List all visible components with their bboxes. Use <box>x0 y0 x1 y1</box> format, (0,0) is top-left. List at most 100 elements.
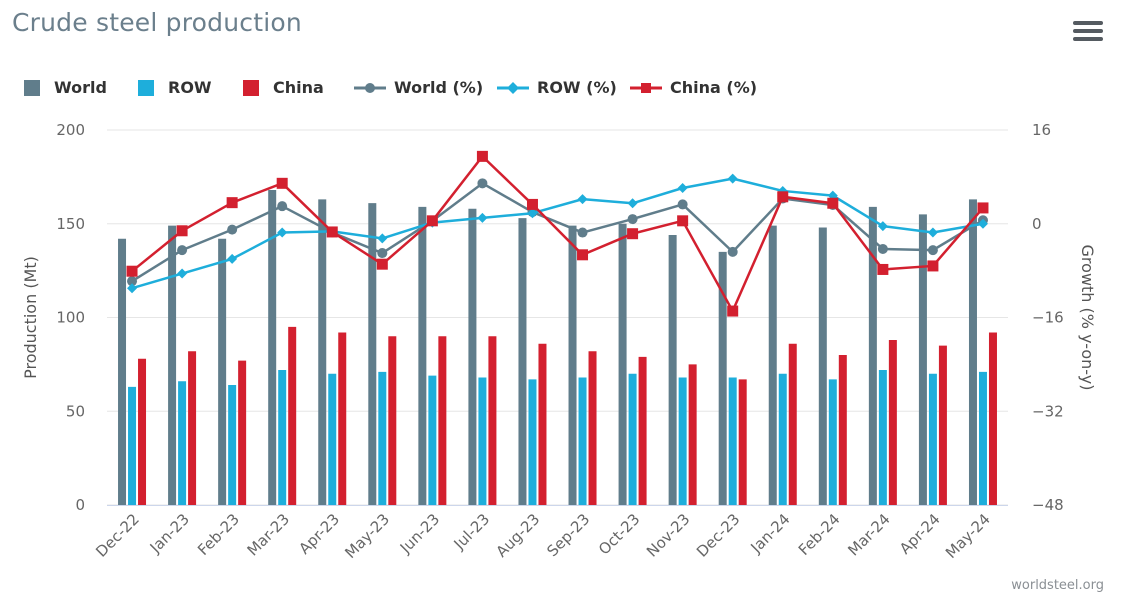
legend-label: World (%) <box>394 78 484 97</box>
y-tick-label-left: 0 <box>75 496 85 514</box>
world-bar <box>868 206 877 505</box>
world-bar <box>968 199 977 505</box>
china-pct-line <box>131 155 984 313</box>
credit-text[interactable]: worldsteel.org <box>1011 578 1104 593</box>
x-tick-label: May-24 <box>942 510 994 562</box>
row-pct-point <box>477 212 488 223</box>
y-tick-label-right: 0 <box>1032 215 1042 233</box>
china-bar <box>588 351 597 505</box>
y-tick-label-left: 50 <box>66 402 85 420</box>
world-pct-point <box>377 248 388 259</box>
china-pct-point <box>226 197 238 209</box>
y-tick-label-left: 150 <box>56 215 85 233</box>
legend-label: China (%) <box>670 78 758 97</box>
china-pct-point <box>176 225 188 237</box>
row-pct-point <box>377 233 388 244</box>
row-pct-point <box>627 198 638 209</box>
china-pct-point <box>777 191 789 203</box>
world-pct-point <box>677 199 688 210</box>
world-bar <box>618 223 627 505</box>
row-bar <box>928 373 937 505</box>
row-bar <box>978 371 987 505</box>
row-bar <box>678 377 687 505</box>
row-bar <box>228 385 237 505</box>
china-pct-point <box>677 215 689 227</box>
china-pct-point <box>126 265 138 277</box>
row-bar <box>728 377 737 505</box>
china-pct-point <box>526 198 538 210</box>
china-pct-point <box>376 258 388 270</box>
china-bar <box>738 379 747 505</box>
china-pct-point <box>827 197 839 209</box>
y-tick-label-right: −16 <box>1032 309 1064 327</box>
row-pct-point <box>927 227 938 238</box>
x-tick-label: Jan-24 <box>746 510 793 557</box>
legend-label: ROW <box>168 78 212 97</box>
x-tick-label: Apr-24 <box>896 510 944 558</box>
china-bar <box>938 345 947 505</box>
china-pct-point <box>877 263 889 275</box>
world-pct-point <box>627 214 638 225</box>
china-bar <box>788 343 797 505</box>
row-bar <box>528 379 537 505</box>
row-pct-point <box>127 283 138 294</box>
world-bar <box>818 227 827 505</box>
row-bar <box>628 373 637 505</box>
china-pct-point <box>627 228 639 240</box>
y-axis-title-right: Growth (% y-on-y) <box>1078 245 1097 391</box>
x-tick-label: Jul-23 <box>450 510 494 554</box>
x-tick-label: Dec-22 <box>92 510 143 561</box>
x-tick-label: Nov-23 <box>643 510 693 560</box>
china-pct-point <box>426 215 438 227</box>
china-bar <box>838 355 847 505</box>
world-pct-point <box>227 224 238 235</box>
world-pct-point <box>177 245 188 256</box>
legend-label: World <box>54 78 107 97</box>
legend-line-symbol-world <box>354 83 386 93</box>
world-pct-point <box>277 201 288 212</box>
china-bar <box>488 336 497 505</box>
y-tick-label-right: 16 <box>1032 121 1051 139</box>
hamburger-menu-icon-line-2 <box>1073 29 1103 33</box>
china-bar <box>238 360 247 505</box>
x-tick-label: Aug-23 <box>493 510 544 561</box>
y-tick-label-left: 200 <box>56 121 85 139</box>
world-pct-point <box>577 227 588 238</box>
row-pct-point <box>277 227 288 238</box>
world-bar <box>218 238 227 505</box>
row-pct-point <box>727 173 738 184</box>
world-bar <box>418 206 427 505</box>
x-tick-label: Apr-23 <box>295 510 343 558</box>
x-tick-label: Oct-23 <box>595 510 643 558</box>
chart-menu-button[interactable] <box>1071 18 1105 46</box>
world-bar <box>268 190 277 505</box>
row-pct-point <box>577 194 588 205</box>
world-pct-point <box>127 276 138 287</box>
china-bar <box>138 358 147 505</box>
china-bar <box>288 326 297 505</box>
china-pct-point <box>276 177 288 189</box>
world-bar <box>368 203 377 505</box>
china-bar <box>638 356 647 505</box>
row-bar <box>328 373 337 505</box>
row-bar <box>178 381 187 505</box>
china-bar <box>438 336 447 505</box>
x-tick-label: Feb-23 <box>194 510 243 559</box>
world-bar <box>668 235 677 505</box>
row-pct-point <box>177 268 188 279</box>
y-tick-label-right: −32 <box>1032 402 1064 420</box>
row-pct-line <box>131 177 984 290</box>
x-tick-label: Mar-24 <box>844 510 893 559</box>
row-bar <box>428 375 437 505</box>
row-bar <box>578 377 587 505</box>
china-pct-point <box>727 305 739 317</box>
world-bar <box>518 218 527 505</box>
china-bar <box>888 340 897 505</box>
world-bar <box>768 225 777 505</box>
row-pct-point <box>877 221 888 232</box>
china-bar <box>538 343 547 505</box>
china-pct-point <box>476 150 488 162</box>
world-bar <box>168 225 177 505</box>
world-bar <box>118 238 127 505</box>
x-tick-label: Mar-23 <box>244 510 293 559</box>
